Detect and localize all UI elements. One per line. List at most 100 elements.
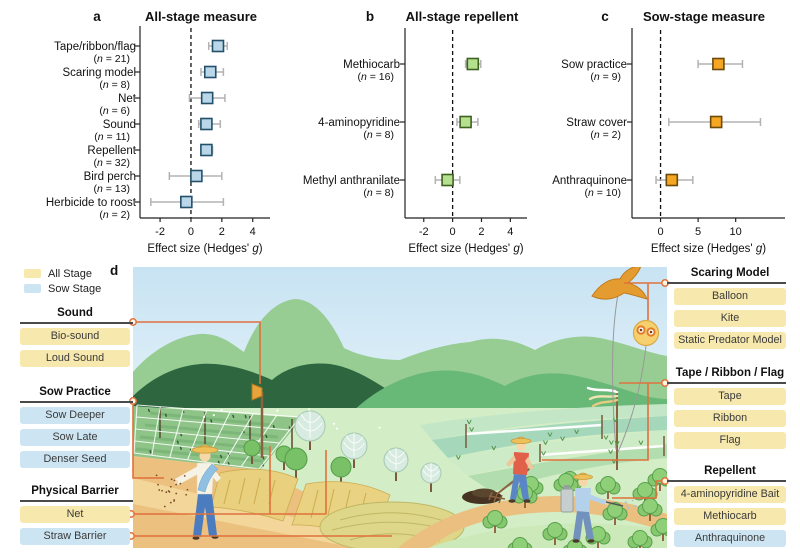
category-label: Net (118, 93, 137, 105)
sample-size-label: (n = 8) (363, 129, 394, 141)
measure-chip-straw-barrier: Straw Barrier (20, 528, 130, 545)
netted-tree-icon (420, 462, 442, 492)
measure-chip-bio-sound: Bio-sound (20, 328, 130, 345)
sample-size-label: (n = 8) (363, 187, 394, 199)
category-label: Methiocarb (343, 59, 400, 71)
farm-scene-svg (133, 265, 676, 560)
effect-size-marker (211, 39, 225, 53)
svg-text:0: 0 (188, 226, 194, 238)
measure-chip-flag: Flag (674, 432, 786, 449)
sample-size-label: (n = 21) (94, 53, 131, 65)
panel-letter-d: d (110, 263, 119, 278)
panel-title: All-stage measure (145, 9, 257, 24)
panel-letter: a (93, 9, 101, 24)
svg-text:10: 10 (730, 226, 742, 238)
dirt-road (398, 496, 667, 548)
measure-chip-sow-late: Sow Late (20, 429, 130, 446)
forest-plots-row: -2 0 2 4 Effect size (Hedges' g) Tape/ribbon/… (0, 0, 800, 260)
category-label: Bird perch (84, 171, 136, 183)
svg-text:0: 0 (450, 226, 456, 238)
group-underline (20, 322, 133, 324)
category-label: Scaring model (62, 67, 136, 79)
category-label: Sow practice (561, 59, 627, 71)
measure-chip-kite: Kite (674, 310, 786, 327)
legend-label: Sow Stage (48, 282, 102, 295)
effect-size-marker (200, 117, 213, 131)
sample-size-label: (n = 9) (590, 71, 621, 83)
category-label: Anthraquinone (552, 175, 627, 187)
category-label: Straw cover (566, 117, 627, 129)
effect-size-marker (441, 173, 454, 187)
effect-size-marker (190, 169, 203, 183)
bush-icon (595, 476, 621, 499)
effect-size-marker (200, 143, 213, 157)
sample-size-label: (n = 6) (99, 105, 130, 117)
x-axis-label: Effect size (Hedges' g) (408, 243, 523, 255)
group-header-tape-ribbon-flag: Tape / Ribbon / Flag (675, 367, 785, 379)
category-label: 4-aminopyridine (318, 117, 400, 129)
svg-text:4: 4 (250, 226, 256, 238)
category-label: Tape/ribbon/flag (54, 41, 136, 53)
group-header-physical-barrier: Physical Barrier (31, 485, 119, 497)
legend-label: All Stage (48, 267, 93, 280)
crop-bed-rows (135, 411, 279, 463)
spray-mist (624, 499, 637, 510)
measure-chip-4-aminopyridine-bait: 4-aminopyridine Bait (674, 486, 786, 503)
effect-size-marker (180, 195, 193, 209)
sow-stage-swatch-icon (24, 284, 41, 293)
category-label: Herbicide to roost (46, 197, 137, 209)
measure-chip-net: Net (20, 506, 130, 523)
bush-icon (482, 510, 508, 533)
category-label: Sound (103, 119, 136, 131)
x-axis-label: Effect size (Hedges' g) (651, 243, 766, 255)
effect-size-marker (665, 173, 679, 187)
effect-size-marker (459, 115, 472, 129)
farm-illustration (133, 265, 676, 560)
all-stage-swatch-icon (24, 269, 41, 278)
sample-size-label: (n = 8) (99, 79, 130, 91)
netted-tree-icon (340, 432, 368, 468)
measure-chip-balloon: Balloon (674, 288, 786, 305)
measure-chip-tape: Tape (674, 388, 786, 405)
legend-row-sow-stage: Sow Stage (24, 281, 101, 296)
bush-icon (637, 498, 663, 521)
scare-balloon-icon (632, 319, 660, 347)
effect-size-marker (466, 57, 480, 71)
group-underline (667, 282, 786, 284)
group-underline (667, 382, 786, 384)
panel-title: All-stage repellent (406, 9, 519, 24)
sample-size-label: (n = 16) (358, 71, 395, 83)
svg-text:2: 2 (219, 226, 225, 238)
svg-text:5: 5 (695, 226, 701, 238)
sample-size-label: (n = 2) (99, 209, 130, 221)
measure-chip-static-predator-model: Static Predator Model (674, 332, 786, 349)
bush-rows (482, 468, 676, 560)
svg-text:-2: -2 (419, 226, 429, 238)
svg-text:2: 2 (478, 226, 484, 238)
group-underline (20, 401, 133, 403)
panel-title: Sow-stage measure (643, 9, 765, 24)
spraying-farmer (560, 472, 637, 543)
group-header-sound: Sound (57, 307, 93, 319)
group-underline (20, 500, 133, 502)
measure-chip-denser-seed: Denser Seed (20, 451, 130, 468)
svg-text:0: 0 (657, 226, 663, 238)
loudspeaker-icon (251, 383, 263, 401)
svg-text:4: 4 (507, 226, 513, 238)
stage-legend: All Stage Sow Stage (24, 266, 101, 296)
raking-farmer (488, 436, 534, 504)
measure-chip-anthraquinone: Anthraquinone (674, 530, 786, 547)
sample-size-label: (n = 2) (590, 129, 621, 141)
category-label: Repellent (87, 145, 136, 157)
svg-text:-2: -2 (155, 226, 165, 238)
bush-icon (602, 502, 628, 525)
group-underline (667, 480, 786, 482)
effect-size-marker (712, 57, 725, 71)
effect-size-marker (203, 65, 217, 79)
forest-plot-a: -2 0 2 4 Effect size (Hedges' g) Tape/ribbon/… (46, 9, 270, 255)
legend-row-all-stage: All Stage (24, 266, 101, 281)
group-header-sow-practice: Sow Practice (39, 386, 111, 398)
panel-letter: b (366, 9, 374, 24)
